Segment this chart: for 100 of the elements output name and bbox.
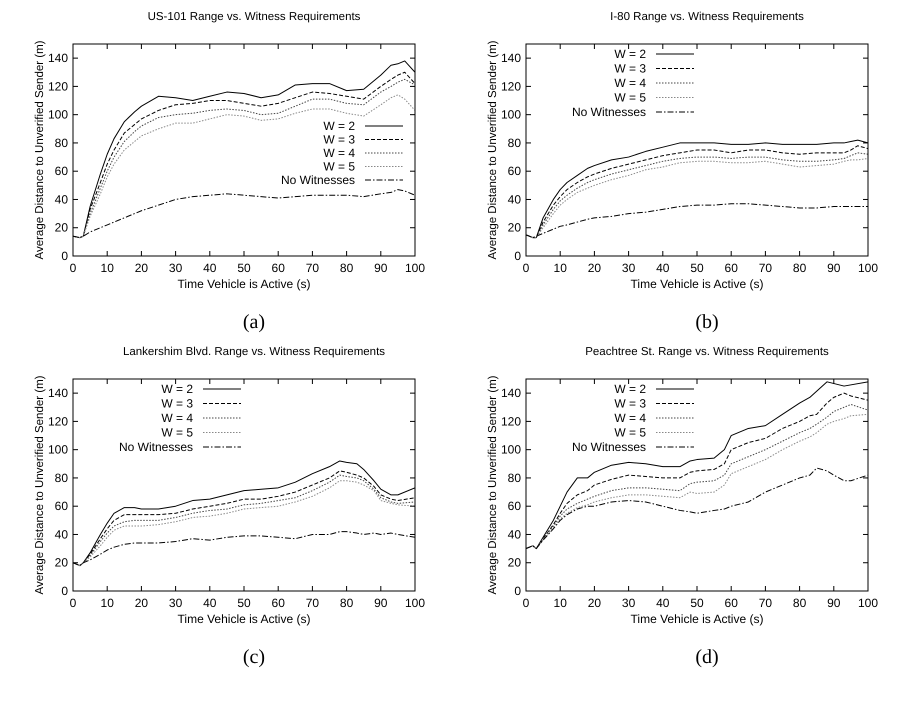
- x-tick-label: 50: [690, 261, 704, 275]
- y-tick-label: 0: [514, 584, 522, 598]
- x-tick-label: 100: [404, 261, 426, 275]
- x-tick-label: 30: [622, 596, 636, 610]
- legend-label: W = 5: [614, 426, 646, 440]
- x-tick-label: 40: [203, 596, 217, 610]
- legend-label: W = 5: [323, 160, 356, 174]
- legend-label: W = 2: [323, 119, 356, 133]
- y-axis-title: Average Distance to Unverified Sender (m): [487, 40, 499, 260]
- y-tick-label: 0: [61, 249, 68, 263]
- legend-label: W = 3: [323, 132, 356, 146]
- x-tick-label: 80: [792, 261, 807, 275]
- legend-label: No Witnesses: [572, 105, 646, 119]
- chart-title: US-101 Range vs. Witness Requirements: [148, 11, 361, 23]
- x-tick-label: 90: [827, 596, 841, 610]
- legend-label: W = 2: [161, 382, 194, 396]
- legend-label: W = 4: [323, 146, 356, 160]
- x-tick-label: 90: [374, 261, 388, 275]
- x-tick-label: 0: [70, 596, 77, 610]
- y-tick-label: 140: [500, 386, 522, 400]
- y-axis-title: Average Distance to Unverified Sender (m): [34, 375, 46, 595]
- y-tick-label: 20: [54, 220, 68, 235]
- x-tick-label: 40: [203, 261, 217, 275]
- x-tick-label: 70: [758, 261, 772, 275]
- x-tick-label: 70: [306, 261, 320, 275]
- x-tick-label: 100: [858, 596, 878, 610]
- x-tick-label: 50: [690, 596, 704, 610]
- y-tick-label: 120: [48, 79, 68, 94]
- y-tick-label: 20: [508, 556, 522, 570]
- x-tick-label: 60: [724, 596, 738, 610]
- x-tick-label: 10: [100, 261, 114, 275]
- chart-title: Peachtree St. Range vs. Witness Requirements: [585, 346, 830, 358]
- legend-label: No Witnesses: [118, 440, 193, 454]
- x-axis-title: Time Vehicle is Active (s): [178, 277, 310, 291]
- legend-label: W = 4: [614, 76, 646, 90]
- y-tick-label: 40: [54, 527, 68, 542]
- legend-label: W = 3: [614, 396, 646, 410]
- y-tick-label: 100: [500, 108, 522, 122]
- x-tick-label: 10: [554, 261, 568, 275]
- y-tick-label: 40: [54, 192, 68, 206]
- x-tick-label: 20: [134, 261, 148, 275]
- x-tick-label: 80: [792, 596, 807, 610]
- x-tick-label: 30: [168, 596, 183, 610]
- y-tick-label: 120: [500, 414, 522, 428]
- legend-label: W = 5: [614, 90, 646, 104]
- x-tick-label: 0: [522, 261, 530, 275]
- x-tick-label: 80: [340, 596, 354, 610]
- x-tick-label: 20: [134, 596, 148, 610]
- x-axis-title: Time Vehicle is Active (s): [630, 277, 764, 291]
- text: (d): [695, 646, 719, 668]
- legend-label: W = 3: [614, 62, 646, 76]
- legend-label: W = 2: [614, 47, 646, 61]
- y-tick-label: 140: [500, 51, 522, 66]
- x-tick-label: 20: [588, 596, 602, 610]
- y-tick-label: 100: [48, 442, 68, 457]
- x-tick-label: 20: [588, 261, 602, 275]
- x-tick-label: 10: [100, 596, 114, 610]
- y-tick-label: 80: [54, 136, 68, 150]
- y-tick-label: 60: [54, 164, 68, 178]
- legend-label: W = 4: [614, 411, 646, 425]
- x-axis-title: Time Vehicle is Active (s): [630, 612, 764, 626]
- x-tick-label: 60: [272, 261, 286, 275]
- y-tick-label: 60: [54, 499, 68, 514]
- y-tick-label: 140: [48, 51, 68, 66]
- x-tick-label: 100: [858, 261, 878, 275]
- y-tick-label: 20: [54, 556, 68, 570]
- y-axis-title: Average Distance to Unverified Sender (m): [487, 375, 499, 595]
- text: (b): [695, 311, 719, 333]
- chart-title: Lankershim Blvd. Range vs. Witness Requirements: [122, 346, 386, 358]
- y-tick-label: 100: [500, 442, 522, 457]
- y-tick-label: 0: [61, 584, 68, 598]
- x-tick-label: 40: [656, 596, 670, 610]
- y-tick-label: 60: [508, 164, 522, 178]
- text: (c): [242, 646, 266, 668]
- y-tick-label: 60: [508, 499, 522, 514]
- x-tick-label: 30: [168, 261, 183, 275]
- x-tick-label: 60: [272, 596, 286, 610]
- y-tick-label: 120: [500, 79, 522, 94]
- y-axis-title: Average Distance to Unverified Sender (m): [34, 40, 46, 260]
- x-tick-label: 70: [758, 596, 772, 610]
- y-tick-label: 100: [48, 108, 68, 122]
- x-tick-label: 90: [374, 596, 388, 610]
- legend-label: W = 3: [161, 396, 194, 410]
- x-tick-label: 0: [522, 596, 530, 610]
- x-tick-label: 80: [340, 261, 354, 275]
- x-axis-title: Time Vehicle is Active (s): [178, 612, 310, 626]
- y-tick-label: 80: [508, 470, 522, 485]
- legend-label: No Witnesses: [572, 440, 646, 454]
- x-tick-label: 10: [554, 596, 568, 610]
- legend-label: W = 5: [161, 426, 194, 440]
- y-tick-label: 80: [508, 136, 522, 150]
- x-tick-label: 0: [70, 261, 77, 275]
- x-tick-label: 50: [237, 596, 251, 610]
- y-tick-label: 20: [508, 220, 522, 235]
- y-tick-label: 40: [508, 527, 522, 542]
- x-tick-label: 100: [404, 596, 426, 610]
- x-tick-label: 90: [827, 261, 841, 275]
- x-tick-label: 50: [237, 261, 251, 275]
- legend-label: W = 4: [161, 411, 194, 425]
- legend-label: W = 2: [614, 382, 646, 396]
